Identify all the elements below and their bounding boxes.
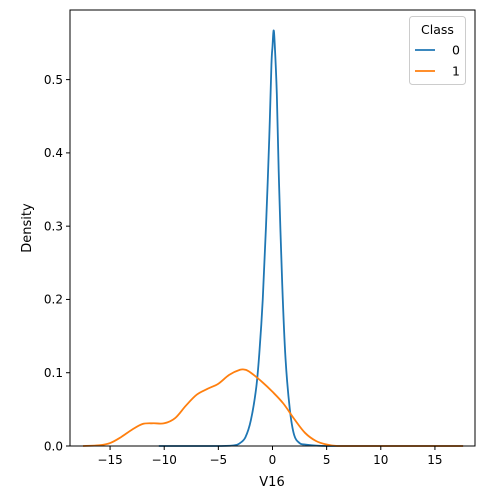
x-tick-label: −10 <box>152 453 177 467</box>
y-tick-label: 0.0 <box>44 439 63 453</box>
y-tick-label: 0.4 <box>44 146 63 160</box>
legend-box <box>409 16 466 85</box>
y-tick-label: 0.5 <box>44 73 63 87</box>
y-tick-label: 0.1 <box>44 366 63 380</box>
x-axis-label: V16 <box>259 475 284 490</box>
x-tick-label: −5 <box>210 453 228 467</box>
legend-label-1: 1 <box>452 64 460 79</box>
legend: Class 0 1 <box>409 16 466 85</box>
x-tick-label: 10 <box>373 453 388 467</box>
x-tick-label: 0 <box>269 453 277 467</box>
ticks: −15 −10 −5 0 5 10 15 0.0 0.1 0.2 0.3 0.4 0.5 <box>44 73 443 467</box>
series-line-1 <box>82 368 464 447</box>
y-axis-label: Density <box>20 203 35 253</box>
legend-title: Class <box>421 22 454 37</box>
legend-label-0: 0 <box>452 43 460 58</box>
y-tick-label: 0.3 <box>44 219 63 233</box>
x-tick-label: −15 <box>97 453 122 467</box>
x-tick-label: 15 <box>427 453 442 467</box>
series-line-0 <box>158 29 464 447</box>
y-tick-label: 0.2 <box>44 293 63 307</box>
plot-lines <box>82 29 464 447</box>
x-tick-label: 5 <box>323 453 331 467</box>
